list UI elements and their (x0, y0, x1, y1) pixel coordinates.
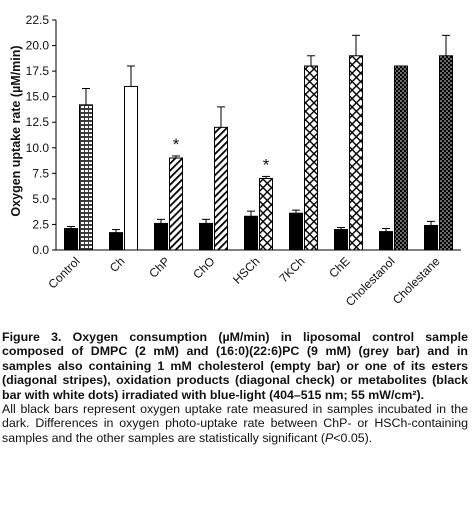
bar-hsch-s2 (259, 177, 273, 251)
x-tick-label-7kch: 7KCh (276, 254, 307, 285)
bar-hsch-s1 (244, 215, 258, 251)
bar-cho-s1 (199, 222, 213, 251)
bar-cholestanol-s2 (394, 65, 408, 251)
bar-che-s2 (349, 55, 363, 251)
x-tick-label-ch: Ch (107, 254, 128, 275)
x-tick-labels: Control Ch ChP ChO HSCh 7KCh ChECholestanolCho… (45, 254, 442, 309)
bar-7kch-s2 (304, 65, 318, 251)
y-tick-label: 2.5 (32, 217, 49, 231)
bar-cholestane-s1 (424, 224, 438, 251)
bar-7kch-s1 (289, 212, 303, 251)
significance-asterisk: * (173, 135, 180, 154)
bar-cholestane-s2 (439, 55, 453, 251)
bar-cho-s2 (214, 126, 228, 251)
x-tick-label-cholestanol: Cholestanol (343, 254, 398, 309)
bar-cholestanol-s1 (379, 231, 393, 251)
y-tick-label: 17.5 (26, 64, 50, 78)
y-tick-label: 22.5 (26, 13, 50, 27)
y-tick-label: 10.0 (26, 141, 50, 155)
bar-ch-s1 (109, 232, 123, 251)
caption-title: Figure 3. Oxygen consumption (µM/min) in… (2, 330, 468, 402)
bar-control-s2 (79, 104, 93, 251)
bars (64, 34, 453, 251)
y-ticks: 0.0 2.5 5.0 7.5 10.0 12.5 15.0 17.5 20.0 22.5 (26, 13, 56, 257)
figure-caption: Figure 3. Oxygen consumption (µM/min) in… (2, 330, 468, 445)
bar-chp-s1 (154, 222, 168, 251)
bar-ch-s2 (124, 85, 138, 251)
x-tick-label-cho: ChO (190, 254, 217, 281)
axes (55, 20, 461, 251)
bar-chp-s2 (169, 157, 183, 251)
y-tick-label: 20.0 (26, 39, 50, 53)
y-tick-label: 12.5 (26, 115, 50, 129)
caption-p-symbol: P (325, 430, 334, 445)
caption-text: All black bars represent oxygen uptake r… (2, 402, 468, 445)
bar-che-s1 (334, 229, 348, 251)
bar-chart-svg: Oxygen uptake rate (µM/min) 0.0 2.5 5.0 7.5… (9, 13, 461, 309)
x-tick-label-hsch: HSCh (230, 254, 263, 287)
y-tick-label: 0.0 (32, 243, 49, 257)
x-tick-label-control: Control (45, 254, 82, 291)
y-tick-label: 5.0 (32, 192, 49, 206)
caption-text-end: <0.05). (333, 430, 373, 445)
y-axis-label: Oxygen uptake rate (µM/min) (9, 45, 23, 216)
significance-marks: ** (173, 135, 270, 174)
x-tick-label-che: ChE (326, 254, 352, 280)
chart: Oxygen uptake rate (µM/min) 0.0 2.5 5.0 7.5… (9, 13, 461, 309)
bar-control-s1 (64, 228, 78, 251)
x-tick-label-chp: ChP (146, 254, 172, 280)
y-tick-label: 15.0 (26, 90, 50, 104)
significance-asterisk: * (263, 155, 270, 174)
x-tick-label-cholestane: Cholestane (390, 254, 443, 307)
y-tick-label: 7.5 (32, 166, 49, 180)
